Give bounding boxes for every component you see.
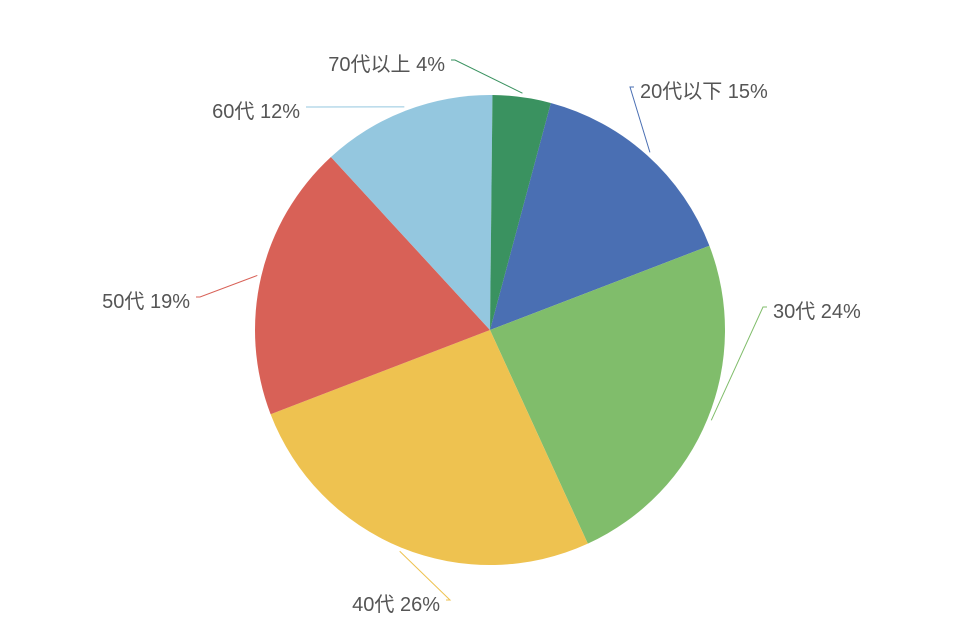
pie-slice-label: 40代 26%	[352, 588, 440, 617]
pie-slice-label: 60代 12%	[212, 95, 300, 124]
pie-slice-label: 70代以上 4%	[328, 48, 445, 77]
pie-chart-container: 20代以下 15% 30代 24% 40代 26% 50代 19% 60代 12% 70代…	[0, 0, 980, 638]
pie-leader-line	[196, 275, 257, 297]
pie-slice-label: 20代以下 15%	[640, 75, 768, 104]
pie-slice-label: 50代 19%	[102, 285, 190, 314]
pie-leader-line	[451, 60, 522, 93]
pie-slice-label: 30代 24%	[773, 295, 861, 324]
